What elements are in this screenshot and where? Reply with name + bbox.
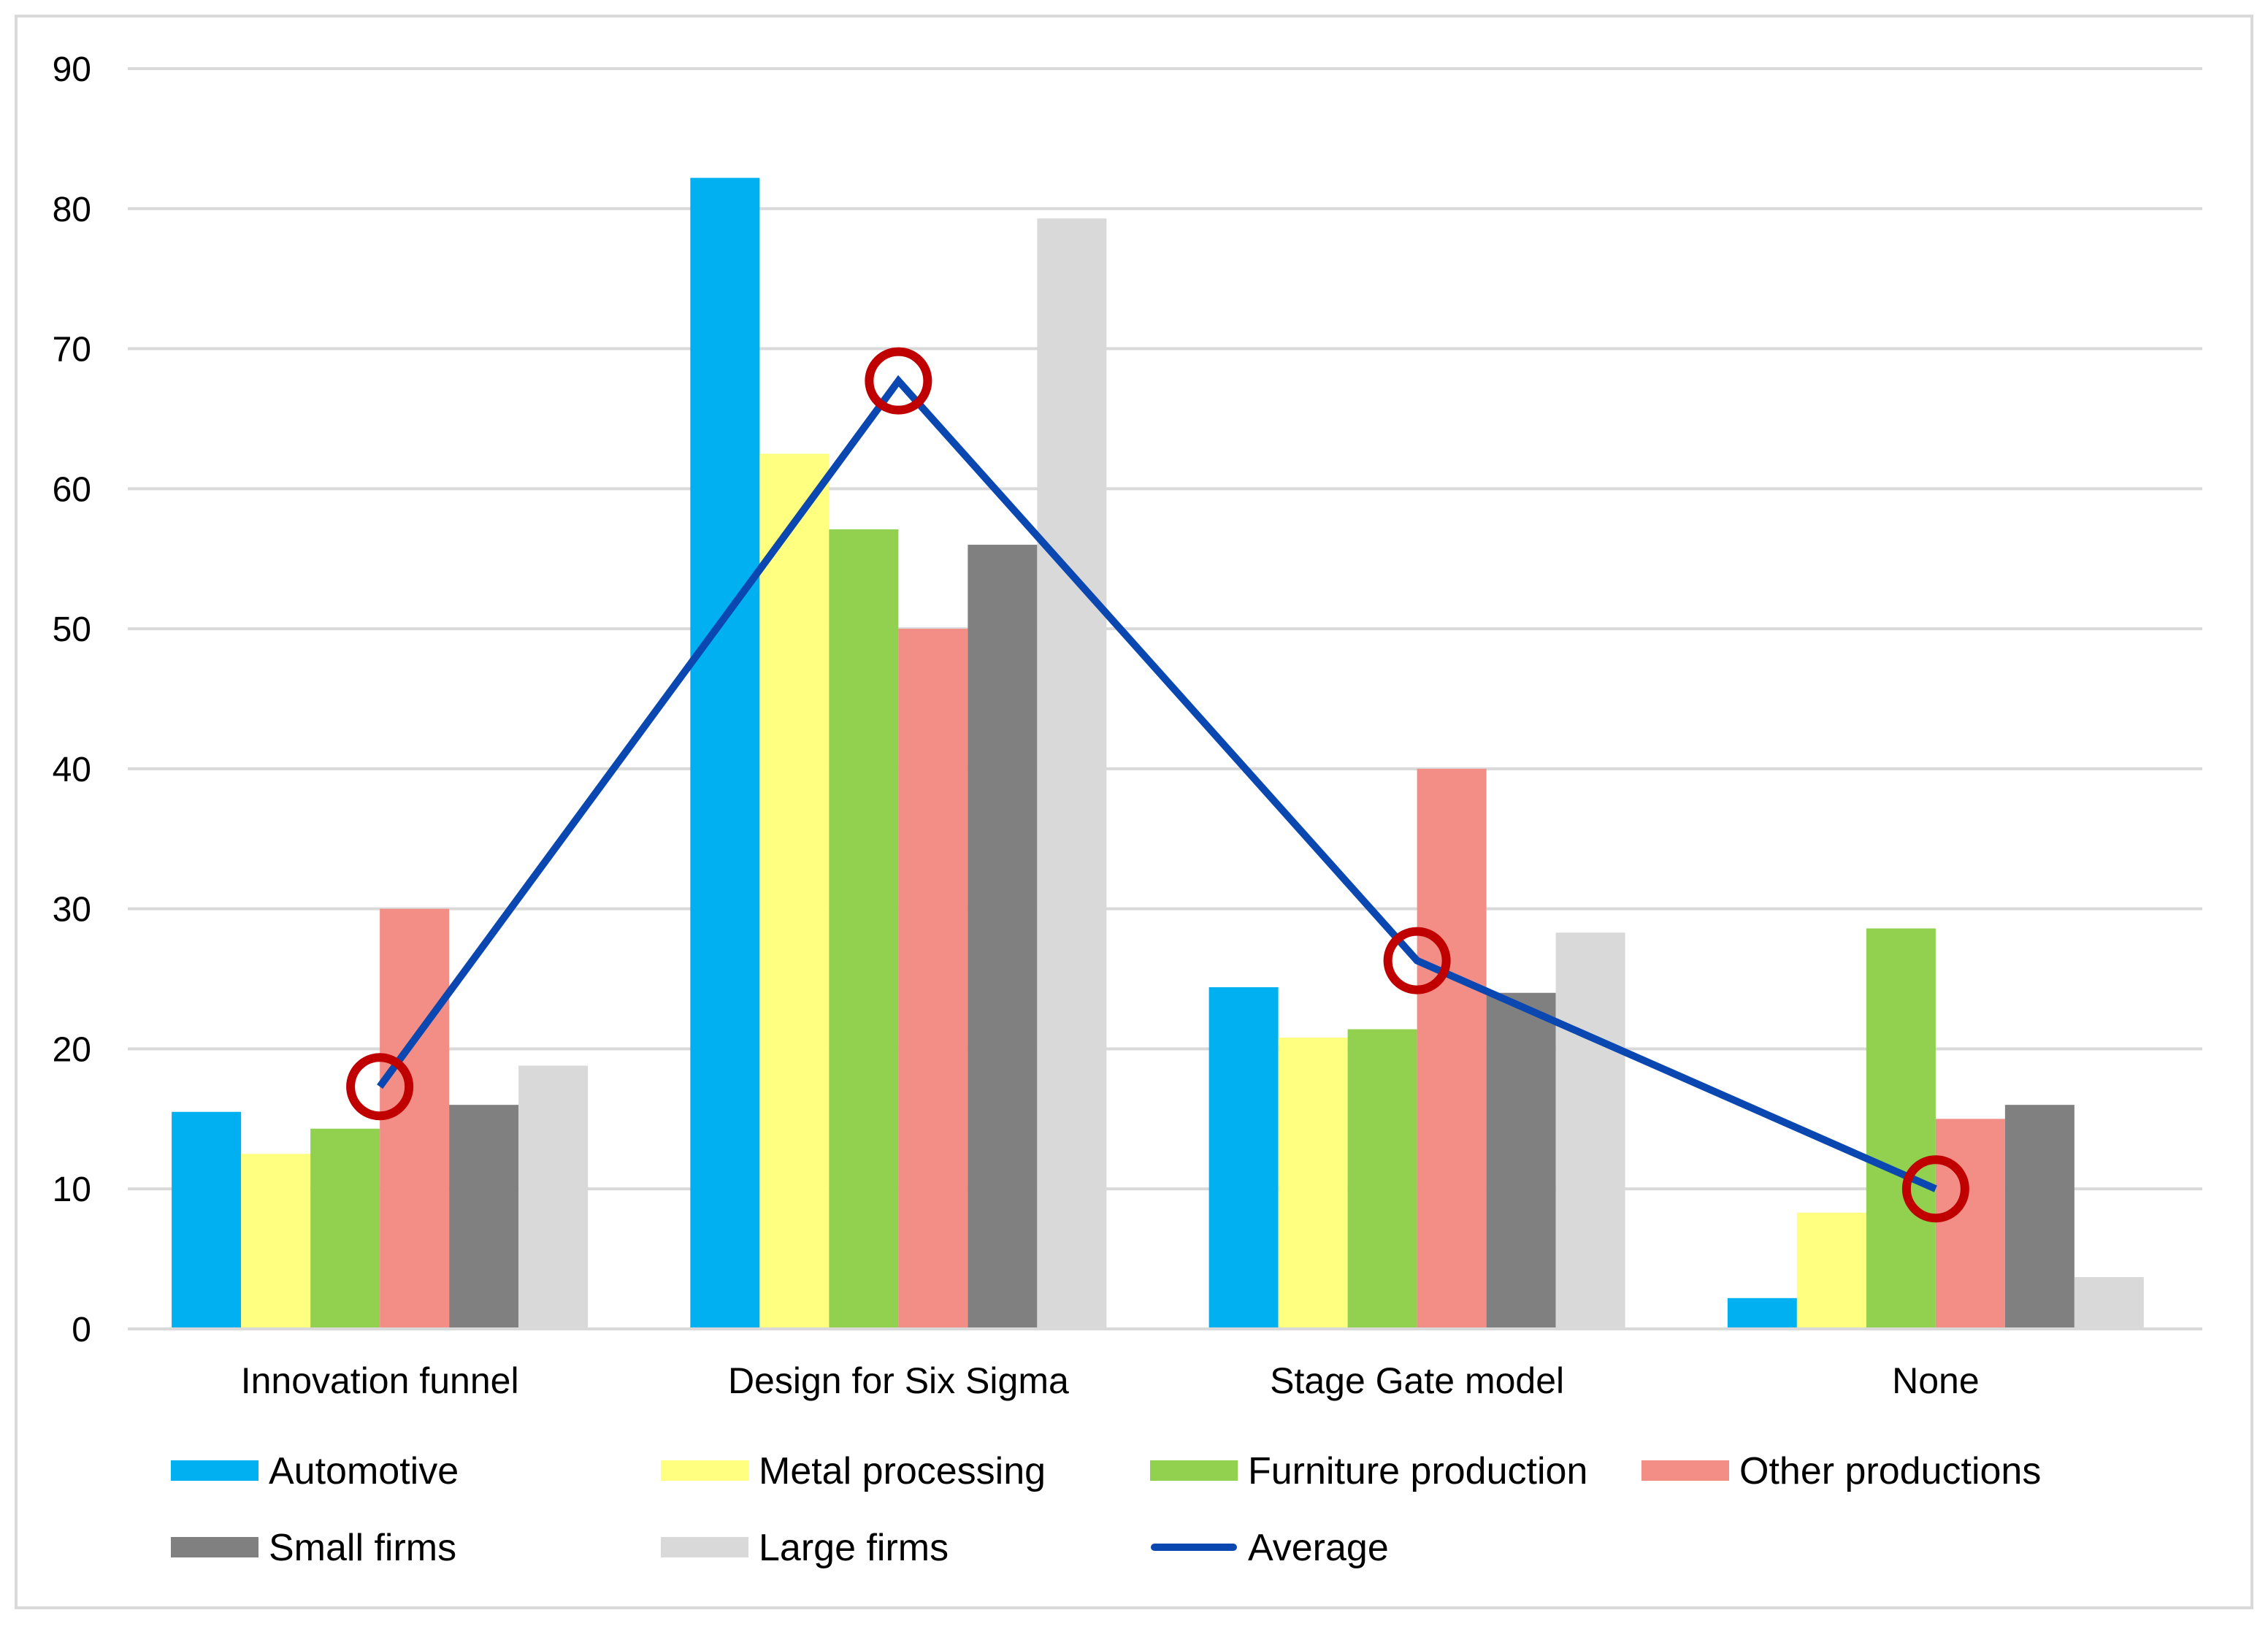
chart-border: [15, 15, 2253, 1609]
legend-swatch: [1150, 1460, 1238, 1481]
bar-large-firms: [1555, 932, 1625, 1329]
y-tick-label: 60: [53, 470, 91, 509]
legend-swatch: [171, 1537, 258, 1557]
average-markers: [346, 347, 1969, 1223]
average-marker: [1901, 1155, 1969, 1223]
legend-item-metal-processing: Metal processing: [661, 1450, 1046, 1492]
legend-label: Automotive: [269, 1450, 459, 1492]
bar-automotive: [1727, 1298, 1797, 1329]
y-tick-label: 80: [53, 191, 91, 229]
legend-swatch: [661, 1460, 748, 1481]
legend-item-furniture-production: Furniture production: [1150, 1450, 1587, 1492]
bar-metal-processing: [1278, 1038, 1348, 1329]
y-tick-label: 50: [53, 610, 91, 649]
bar-automotive: [1208, 987, 1279, 1329]
legend-item-other-productions: Other productions: [1641, 1450, 2041, 1492]
legend-item-large-firms: Large firms: [661, 1527, 949, 1569]
y-tick-label: 30: [53, 891, 91, 930]
bar-large-firms: [2074, 1277, 2144, 1329]
x-category-label: Innovation funnel: [241, 1360, 519, 1401]
legend-label: Metal processing: [759, 1450, 1046, 1492]
y-tick-label: 0: [72, 1311, 91, 1349]
legend-label: Large firms: [759, 1527, 949, 1569]
bar-other-productions: [380, 908, 450, 1329]
y-tick-label: 40: [53, 751, 91, 789]
average-marker: [1383, 927, 1451, 994]
y-tick-label: 90: [53, 50, 91, 89]
bar-small-firms: [968, 545, 1038, 1329]
x-category-label: None: [1892, 1360, 1980, 1401]
y-tick-label: 20: [53, 1030, 91, 1069]
bar-other-productions: [1417, 768, 1487, 1329]
x-axis: Innovation funnel Design for Six Sigma Sta…: [241, 1360, 1980, 1401]
legend-label: Average: [1248, 1527, 1389, 1569]
bar-metal-processing: [759, 453, 830, 1329]
legend: Automotive Metal processing Furniture prod…: [171, 1450, 2041, 1569]
average-line: [377, 375, 1937, 1192]
bar-furniture-production: [1347, 1029, 1417, 1329]
bar-large-firms: [1037, 218, 1107, 1330]
legend-swatch: [1641, 1460, 1729, 1481]
bar-small-firms: [1486, 992, 1556, 1329]
legend-swatch: [171, 1460, 258, 1481]
x-category-label: Design for Six Sigma: [728, 1360, 1069, 1401]
legend-swatch: [661, 1537, 748, 1557]
average-series-line: [377, 375, 1937, 1192]
bar-metal-processing: [241, 1154, 311, 1329]
legend-item-automotive: Automotive: [171, 1450, 459, 1492]
average-marker: [865, 347, 932, 415]
y-tick-label: 70: [53, 331, 91, 369]
x-category-label: Stage Gate model: [1270, 1360, 1564, 1401]
bar-large-firms: [518, 1065, 589, 1329]
bar-small-firms: [2004, 1105, 2074, 1329]
legend-item-average: Average: [1151, 1527, 1389, 1569]
y-axis: 0 10 20 30 40 50 60 70 80 90: [53, 50, 91, 1349]
bar-automotive: [172, 1111, 242, 1329]
average-marker: [346, 1053, 414, 1121]
bar-other-productions: [898, 629, 968, 1329]
legend-label: Small firms: [269, 1527, 456, 1569]
bar-furniture-production: [829, 529, 899, 1329]
bar-other-productions: [1935, 1119, 2005, 1329]
legend-item-small-firms: Small firms: [171, 1527, 456, 1569]
y-tick-label: 10: [53, 1170, 91, 1209]
bar-furniture-production: [310, 1128, 380, 1329]
legend-label: Furniture production: [1248, 1450, 1587, 1492]
bar-small-firms: [449, 1105, 519, 1329]
bar-furniture-production: [1866, 928, 1936, 1329]
bars: [172, 177, 2144, 1330]
legend-label: Other productions: [1739, 1450, 2041, 1492]
bar-automotive: [690, 177, 760, 1329]
bar-metal-processing: [1796, 1212, 1866, 1329]
